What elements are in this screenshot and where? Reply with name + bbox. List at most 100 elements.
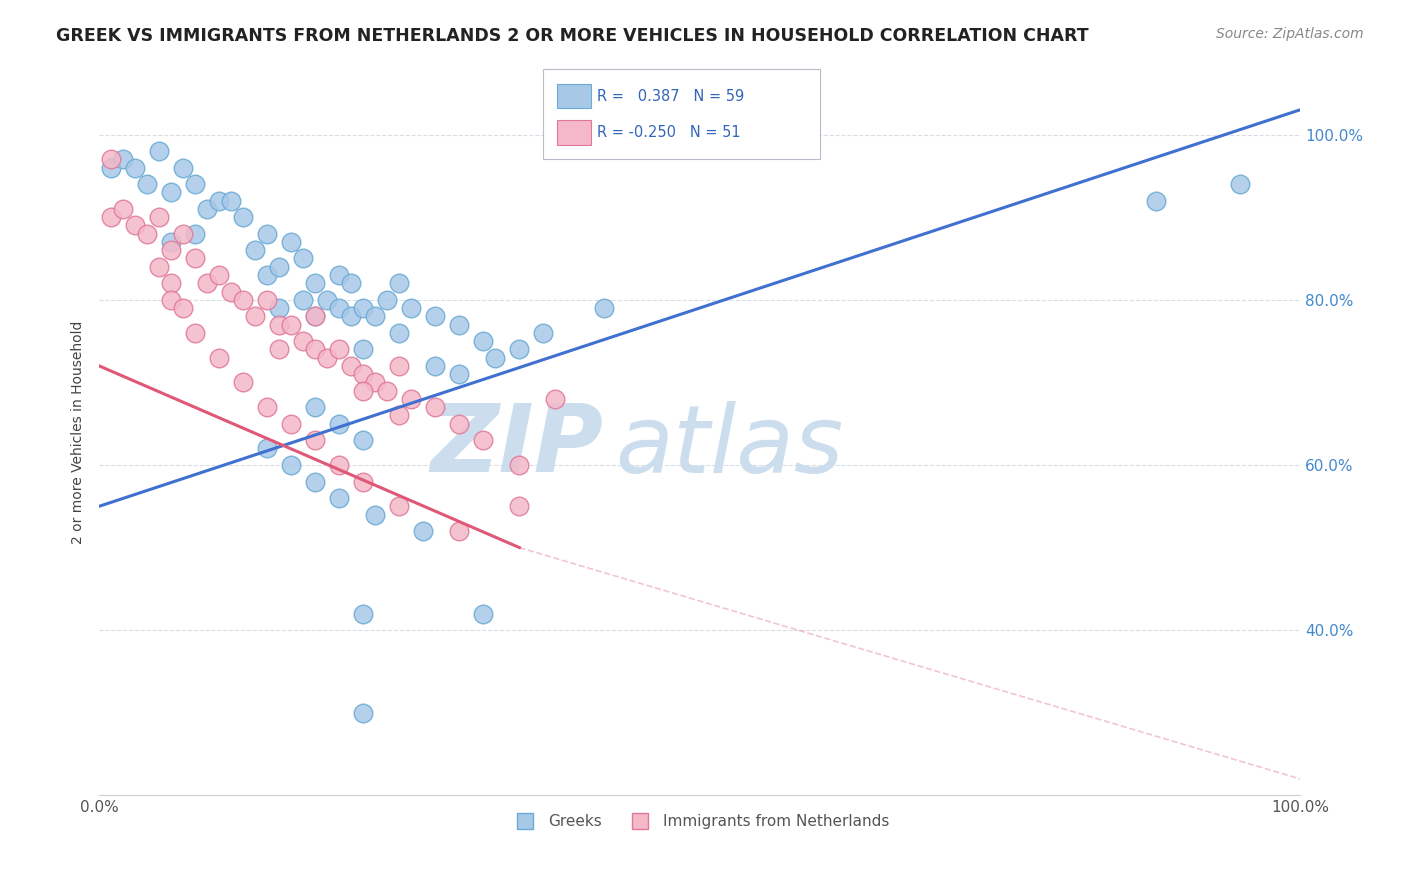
Point: [195, 202, 218, 216]
Point: [316, 351, 339, 365]
Point: [328, 491, 350, 505]
Point: [472, 334, 495, 348]
Text: R = -0.250   N = 51: R = -0.250 N = 51: [598, 125, 741, 140]
Point: [124, 219, 146, 233]
Point: [112, 153, 135, 167]
Point: [472, 434, 495, 448]
Point: [352, 301, 374, 315]
Point: [316, 293, 339, 307]
Point: [304, 310, 326, 324]
Point: [472, 607, 495, 621]
Point: [352, 706, 374, 720]
Point: [160, 244, 183, 258]
Point: [340, 310, 363, 324]
Point: [449, 524, 471, 538]
Point: [219, 285, 242, 299]
Point: [352, 384, 374, 398]
Point: [364, 508, 387, 522]
Point: [425, 310, 447, 324]
Point: [449, 417, 471, 431]
Point: [425, 359, 447, 373]
Point: [232, 293, 254, 307]
Point: [245, 244, 267, 258]
Point: [352, 475, 374, 489]
Point: [172, 161, 194, 175]
Point: [544, 392, 567, 406]
FancyBboxPatch shape: [557, 120, 592, 145]
Point: [124, 161, 146, 175]
Point: [533, 326, 555, 340]
Text: ZIP: ZIP: [430, 401, 603, 492]
Point: [100, 153, 122, 167]
Point: [340, 277, 363, 291]
Point: [232, 210, 254, 224]
Point: [304, 475, 326, 489]
Legend: Greeks, Immigrants from Netherlands: Greeks, Immigrants from Netherlands: [503, 808, 896, 835]
Point: [304, 400, 326, 414]
Point: [508, 500, 530, 514]
Point: [245, 310, 267, 324]
Point: [484, 351, 506, 365]
Point: [592, 301, 614, 315]
Point: [304, 434, 326, 448]
Point: [449, 318, 471, 332]
Point: [401, 392, 423, 406]
Point: [352, 367, 374, 381]
Point: [280, 318, 302, 332]
Point: [232, 376, 254, 390]
Point: [328, 343, 350, 357]
Text: GREEK VS IMMIGRANTS FROM NETHERLANDS 2 OR MORE VEHICLES IN HOUSEHOLD CORRELATION: GREEK VS IMMIGRANTS FROM NETHERLANDS 2 O…: [56, 27, 1088, 45]
Point: [328, 301, 350, 315]
Point: [184, 227, 207, 241]
Point: [412, 524, 434, 538]
Point: [304, 343, 326, 357]
Point: [136, 177, 159, 191]
Point: [100, 210, 122, 224]
Point: [208, 268, 231, 282]
Point: [208, 194, 231, 208]
Point: [304, 277, 326, 291]
Point: [112, 202, 135, 216]
Point: [195, 277, 218, 291]
Point: [160, 277, 183, 291]
Point: [388, 359, 411, 373]
Point: [160, 235, 183, 249]
Point: [508, 343, 530, 357]
Point: [352, 434, 374, 448]
Point: [269, 343, 291, 357]
Point: [388, 326, 411, 340]
Point: [304, 310, 326, 324]
Point: [148, 144, 170, 158]
Point: [388, 409, 411, 423]
Point: [172, 227, 194, 241]
Point: [256, 442, 278, 456]
Point: [352, 607, 374, 621]
FancyBboxPatch shape: [557, 84, 592, 109]
Point: [256, 293, 278, 307]
Point: [172, 301, 194, 315]
Text: R =   0.387   N = 59: R = 0.387 N = 59: [598, 88, 745, 103]
Point: [148, 210, 170, 224]
Point: [160, 293, 183, 307]
Point: [269, 260, 291, 274]
Text: atlas: atlas: [616, 401, 844, 492]
Point: [269, 318, 291, 332]
Point: [208, 351, 231, 365]
Point: [375, 384, 398, 398]
FancyBboxPatch shape: [544, 69, 820, 160]
Point: [280, 235, 302, 249]
Point: [269, 301, 291, 315]
Point: [1229, 177, 1251, 191]
Point: [256, 227, 278, 241]
Point: [136, 227, 159, 241]
Point: [292, 252, 315, 266]
Point: [184, 252, 207, 266]
Point: [292, 293, 315, 307]
Point: [280, 417, 302, 431]
Point: [1144, 194, 1167, 208]
Point: [160, 186, 183, 200]
Point: [508, 458, 530, 472]
Y-axis label: 2 or more Vehicles in Household: 2 or more Vehicles in Household: [72, 320, 86, 543]
Point: [364, 376, 387, 390]
Text: Source: ZipAtlas.com: Source: ZipAtlas.com: [1216, 27, 1364, 41]
